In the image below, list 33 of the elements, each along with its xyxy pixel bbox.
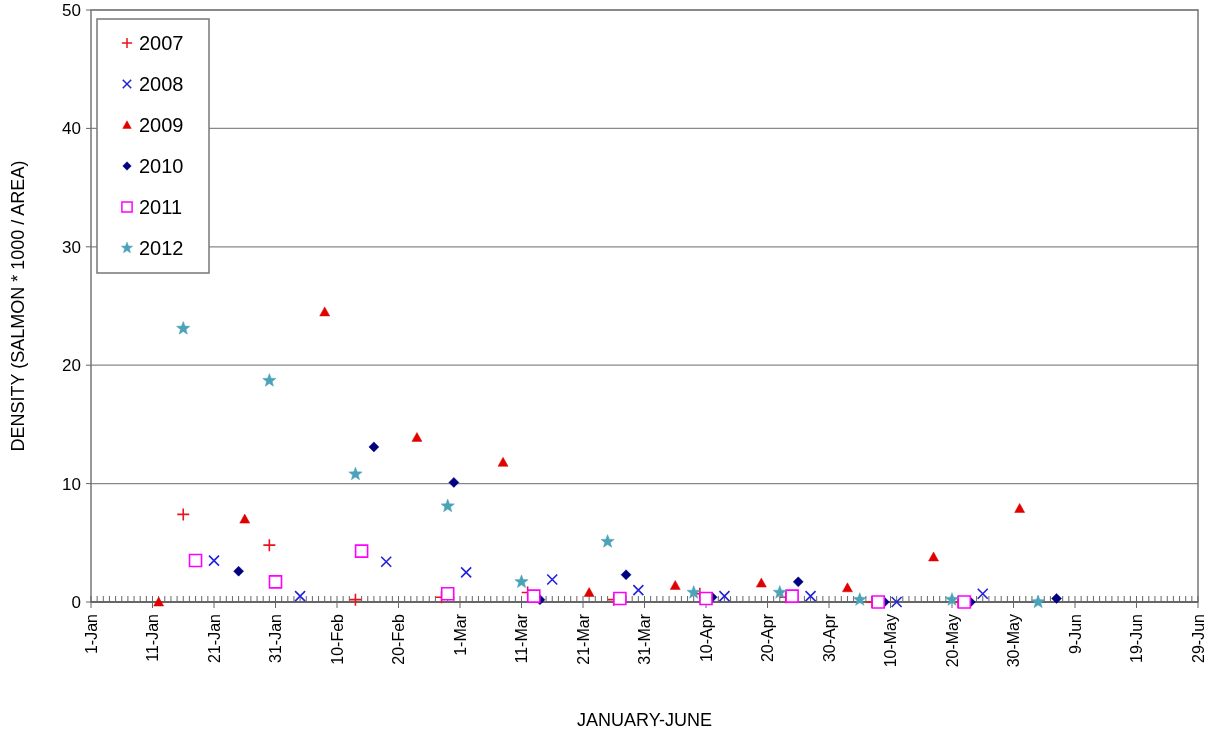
x-tick-label: 1-Jan <box>82 614 100 655</box>
x-tick-label: 11-Jan <box>144 614 162 662</box>
x-axis-title: JANUARY-JUNE <box>576 710 713 730</box>
x-tick-label: 29-Jun <box>1189 614 1207 663</box>
x-tick-label: 20-May <box>943 614 961 668</box>
legend-label: 2007 <box>139 32 184 54</box>
x-tick-label: 31-Jan <box>267 614 285 663</box>
x-tick-label: 9-Jun <box>1066 614 1084 655</box>
y-axis-title: DENSITY (SALMON * 1000 / AREA) <box>8 160 28 452</box>
y-tick-label: 30 <box>62 237 81 257</box>
y-tick-label: 20 <box>62 356 81 376</box>
x-tick-label: 10-Feb <box>328 613 346 665</box>
x-tick-label: 31-Mar <box>636 613 654 665</box>
x-tick-label: 21-Jan <box>205 614 223 663</box>
x-tick-label: 30-May <box>1005 614 1023 668</box>
legend-label: 2010 <box>139 155 184 177</box>
y-tick-label: 40 <box>62 119 81 139</box>
y-tick-label: 10 <box>62 474 81 494</box>
legend-label: 2012 <box>139 237 184 259</box>
x-tick-label: 20-Feb <box>390 613 408 665</box>
x-tick-label: 10-Apr <box>697 613 715 663</box>
legend-label: 2011 <box>139 196 183 218</box>
y-tick-label: 0 <box>71 592 81 612</box>
y-tick-label: 50 <box>62 0 81 20</box>
x-tick-label: 20-Apr <box>759 613 777 663</box>
x-tick-label: 1-Mar <box>451 613 469 656</box>
legend-label: 2008 <box>139 73 184 95</box>
x-tick-label: 10-May <box>882 614 900 668</box>
x-tick-label: 21-Mar <box>574 613 592 665</box>
x-tick-label: 19-Jun <box>1128 614 1146 663</box>
legend-label: 2009 <box>139 114 184 136</box>
x-tick-label: 30-Apr <box>820 613 838 663</box>
x-tick-label: 11-Mar <box>513 613 531 664</box>
